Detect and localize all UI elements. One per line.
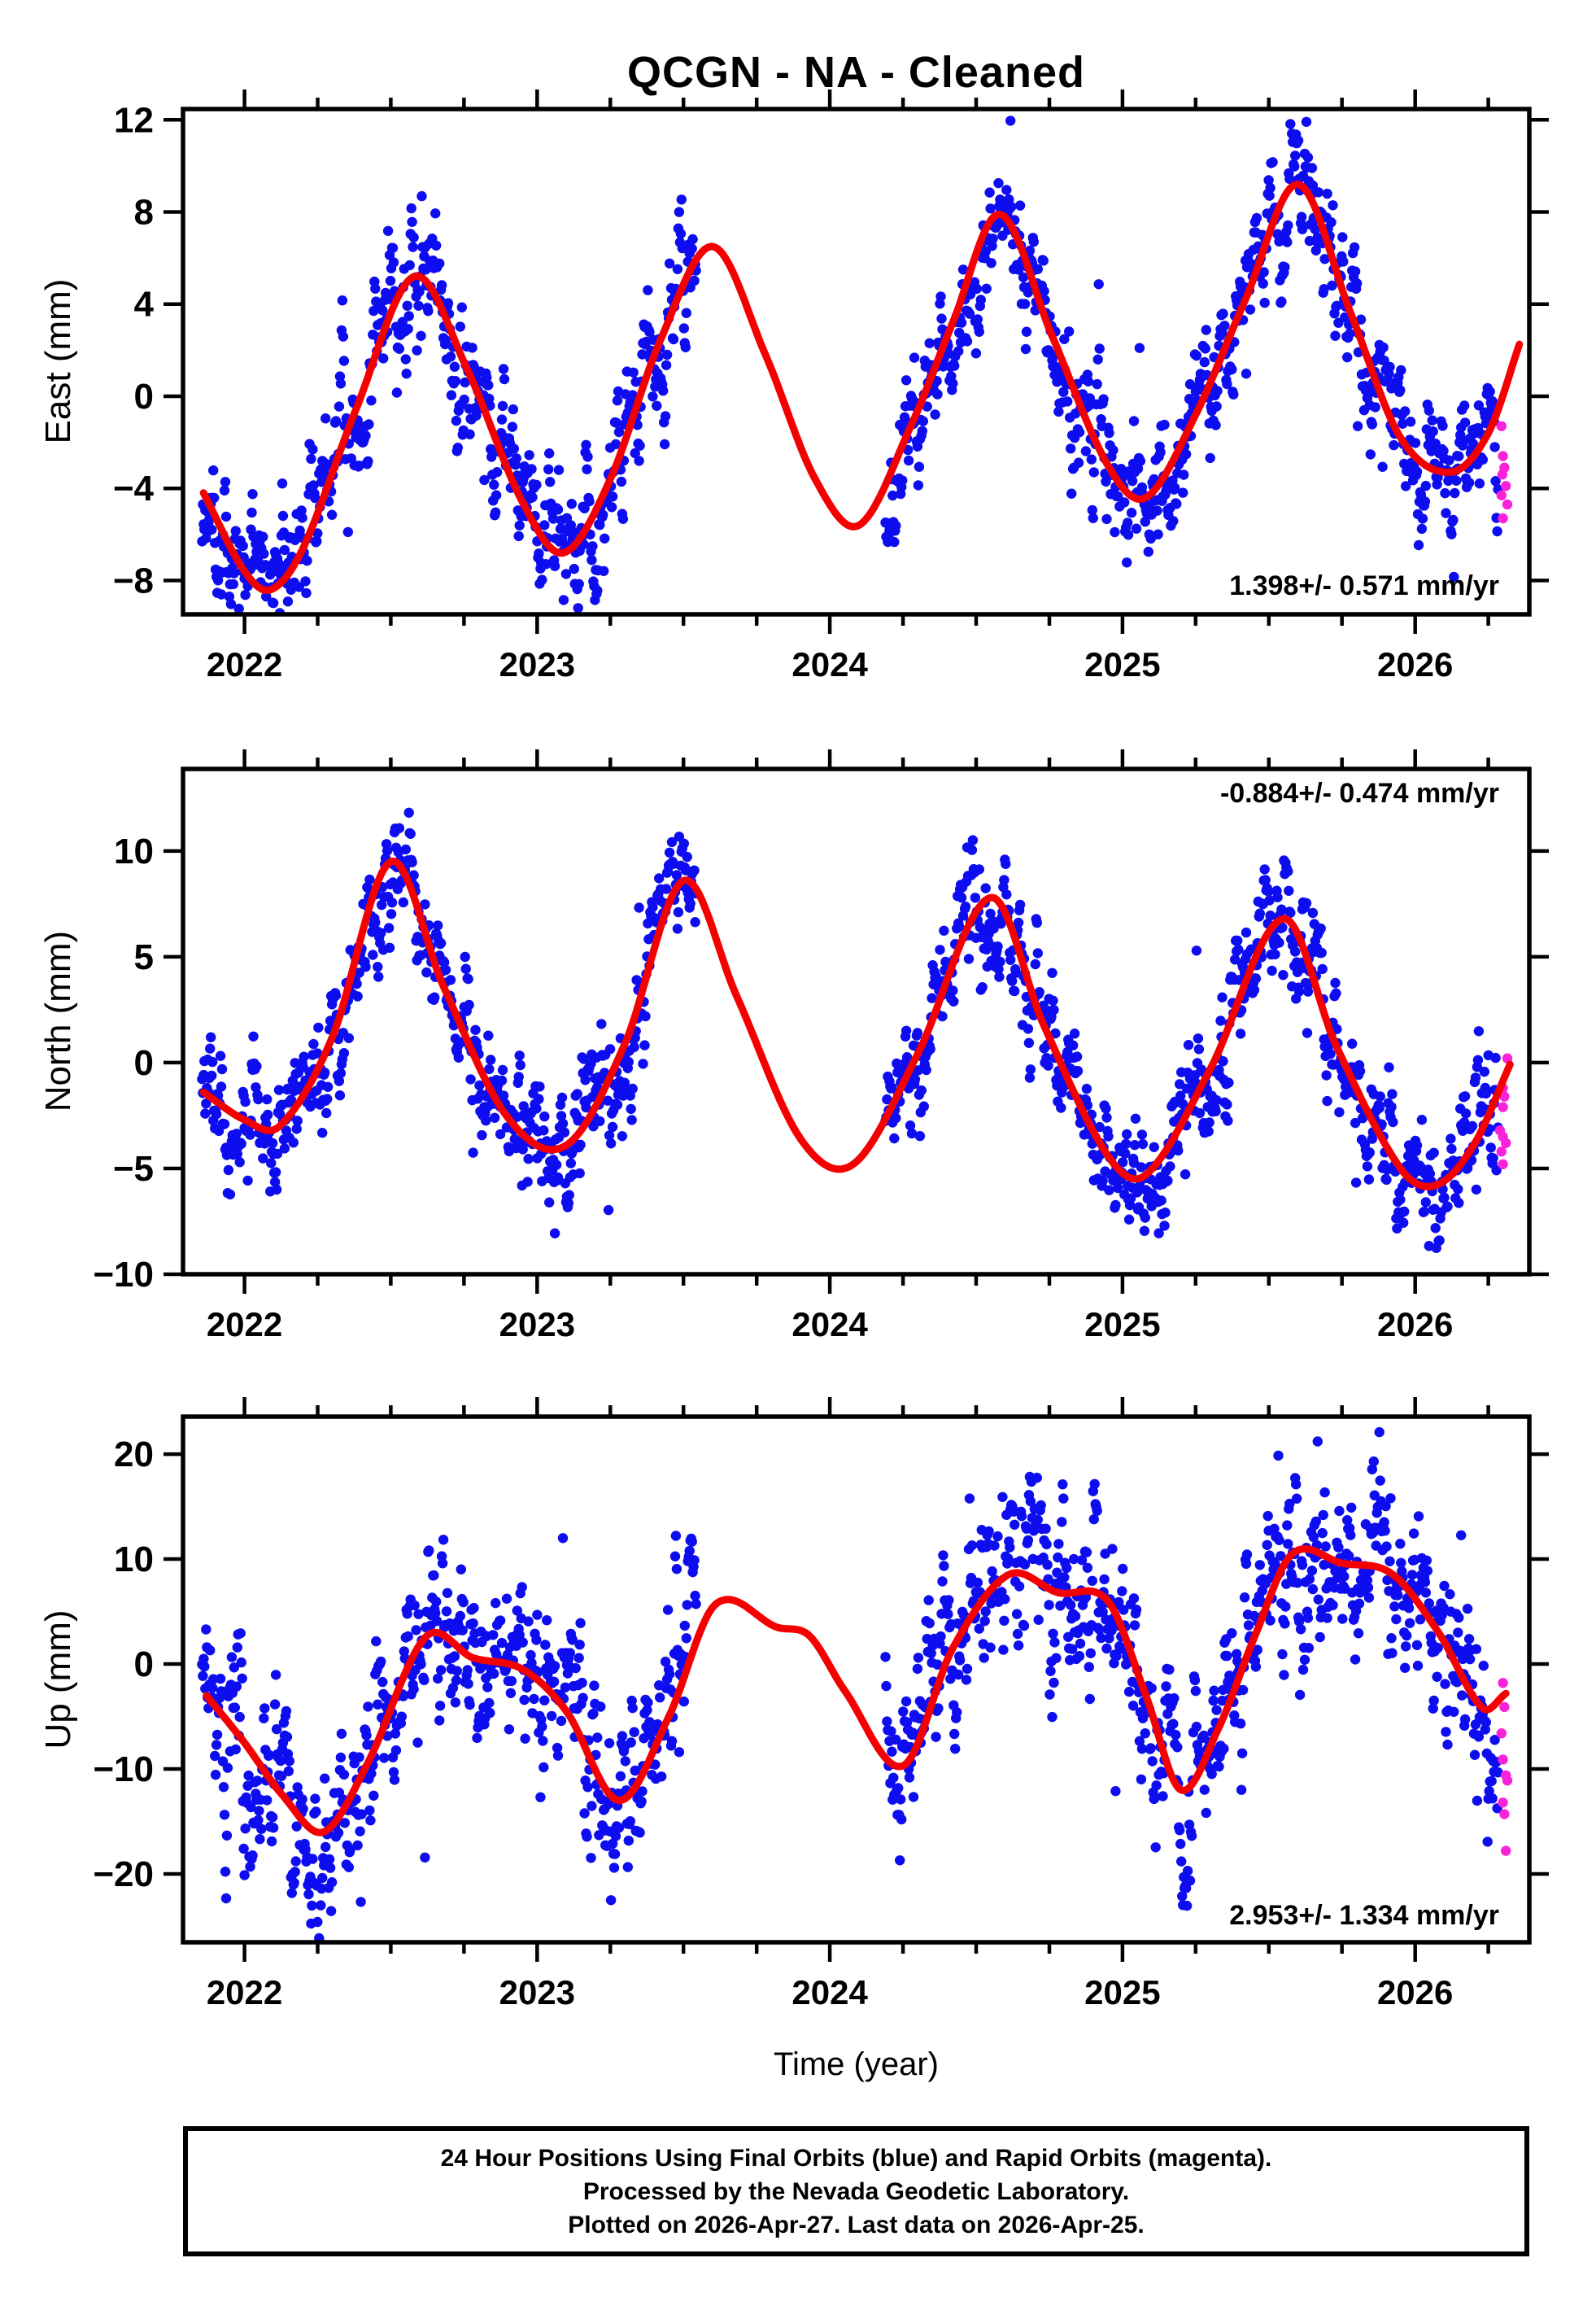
- east-ytick-labels: −8 −4 0 4 8 12: [113, 100, 155, 601]
- east-frame: [181, 107, 1532, 617]
- svg-text:2024: 2024: [791, 1973, 868, 2011]
- east-trend-annotation: 1.398+/- 0.571 mm/yr: [1229, 570, 1499, 601]
- svg-text:2025: 2025: [1084, 1973, 1160, 2011]
- caption-plotted-line: Plotted on 2026-Apr-27. Last data on 202…: [568, 2211, 1145, 2238]
- north-axis-label: North (mm): [38, 930, 78, 1112]
- caption-processed-line: Processed by the Nevada Geodetic Laborat…: [582, 2177, 1130, 2205]
- up-model-curve: [203, 1545, 1510, 1837]
- east-axis-label: East (mm): [38, 278, 78, 444]
- east-xtick-labels: 2022 2023 2024 2025 2026: [207, 645, 1454, 684]
- svg-text:2023: 2023: [499, 1305, 575, 1343]
- north-ticks: [164, 749, 1549, 1294]
- north-panel: −10 −5 0 5 10 2022 2023 2024 2025 2026: [93, 749, 1549, 1343]
- up-frame: [181, 1414, 1532, 1945]
- up-xtick-labels: 2022 2023 2024 2025 2026: [207, 1973, 1454, 2011]
- north-ytick-labels: −10 −5 0 5 10: [93, 832, 154, 1295]
- svg-text:−8: −8: [113, 561, 154, 601]
- svg-text:2025: 2025: [1084, 1305, 1160, 1343]
- svg-text:2022: 2022: [207, 645, 282, 684]
- up-ticks: [164, 1397, 1549, 1962]
- page-title: QCGN - NA - Cleaned: [626, 48, 1086, 97]
- svg-text:−10: −10: [93, 1255, 154, 1295]
- east-ticks: [164, 90, 1549, 634]
- svg-text:2026: 2026: [1377, 645, 1453, 684]
- svg-text:10: 10: [114, 832, 154, 871]
- svg-text:−4: −4: [113, 469, 155, 509]
- svg-text:2022: 2022: [207, 1305, 282, 1343]
- caption-box: 24 Hour Positions Using Final Orbits (bl…: [183, 2126, 1529, 2256]
- svg-text:2026: 2026: [1377, 1973, 1453, 2011]
- svg-text:−10: −10: [93, 1749, 154, 1789]
- svg-text:4: 4: [134, 285, 155, 325]
- svg-text:10: 10: [114, 1540, 154, 1579]
- north-xtick-labels: 2022 2023 2024 2025 2026: [207, 1305, 1454, 1343]
- east-panel: −8 −4 0 4 8 12 2022 2023 2024 2025 2026: [113, 90, 1549, 684]
- up-final-orbit-points: [197, 1417, 1503, 1942]
- up-rapid-orbit-points: [1496, 1678, 1513, 1856]
- east-model-curve: [199, 181, 1524, 595]
- up-data-layer: [197, 1417, 1513, 1942]
- svg-text:2024: 2024: [791, 645, 868, 684]
- up-panel: −20 −10 0 10 20 2022 2023 2024 2025 2026: [93, 1397, 1549, 2011]
- svg-text:8: 8: [134, 192, 154, 232]
- time-axis-label: Time (year): [774, 2046, 939, 2082]
- svg-text:2026: 2026: [1377, 1305, 1453, 1343]
- north-data-layer: [197, 807, 1514, 1254]
- svg-text:−5: −5: [113, 1149, 154, 1189]
- up-trend-annotation: 2.953+/- 1.334 mm/yr: [1229, 1900, 1499, 1931]
- svg-text:2023: 2023: [499, 645, 575, 684]
- svg-text:2023: 2023: [499, 1973, 575, 2011]
- north-trend-annotation: -0.884+/- 0.474 mm/yr: [1219, 778, 1499, 809]
- svg-text:2024: 2024: [791, 1305, 868, 1343]
- north-model-curve: [199, 857, 1514, 1190]
- svg-text:2025: 2025: [1084, 645, 1160, 684]
- caption-orbits-line: 24 Hour Positions Using Final Orbits (bl…: [440, 2144, 1272, 2172]
- svg-text:−20: −20: [93, 1854, 154, 1894]
- north-final-orbit-points: [197, 807, 1503, 1254]
- svg-text:0: 0: [134, 377, 154, 417]
- east-data-layer: [197, 109, 1524, 614]
- east-rapid-orbit-points: [1496, 421, 1513, 524]
- svg-text:2022: 2022: [207, 1973, 282, 2011]
- svg-text:5: 5: [134, 937, 154, 977]
- svg-text:0: 0: [134, 1644, 154, 1684]
- up-axis-label: Up (mm): [38, 1609, 78, 1749]
- svg-text:12: 12: [114, 100, 154, 140]
- up-ytick-labels: −20 −10 0 10 20: [93, 1435, 154, 1894]
- svg-text:0: 0: [134, 1043, 154, 1083]
- north-frame: [181, 766, 1532, 1277]
- svg-text:20: 20: [114, 1435, 154, 1474]
